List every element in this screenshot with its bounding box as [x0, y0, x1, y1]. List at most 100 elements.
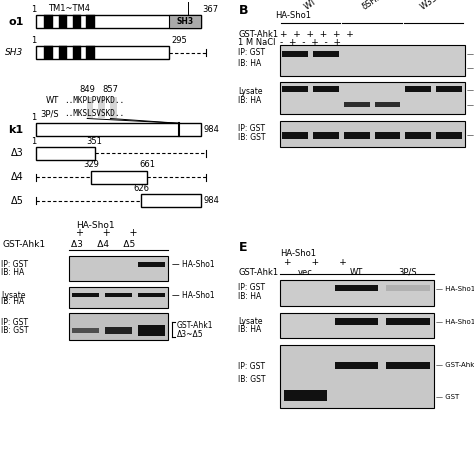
Text: 1: 1	[31, 36, 36, 45]
Text: Lysate: Lysate	[238, 317, 263, 326]
Text: vec: vec	[298, 268, 313, 277]
Text: k1: k1	[9, 125, 24, 135]
Bar	[36, 15, 201, 28]
Text: 329: 329	[83, 161, 99, 169]
Text: IP: GST: IP: GST	[238, 362, 265, 371]
Bar	[405, 86, 431, 92]
Bar	[335, 363, 378, 369]
Bar	[436, 86, 462, 92]
Text: SH3: SH3	[177, 18, 194, 27]
Bar	[313, 86, 339, 92]
Bar	[284, 390, 327, 401]
Bar	[36, 147, 95, 160]
Text: W338F: W338F	[173, 0, 203, 1]
Text: δSH3: δSH3	[360, 0, 384, 12]
Bar	[386, 363, 429, 369]
Text: IB: GST: IB: GST	[238, 375, 266, 384]
Text: 857: 857	[102, 85, 118, 94]
Text: — HA-Sho1Δ: — HA-Sho1Δ	[467, 65, 474, 71]
Bar	[280, 82, 465, 114]
Text: IP: GST: IP: GST	[238, 48, 265, 57]
Text: ..MKSLSVSKD..: ..MKSLSVSKD..	[64, 109, 124, 118]
Text: B: B	[239, 3, 249, 17]
Bar	[280, 313, 434, 337]
Bar	[69, 287, 168, 308]
Bar	[36, 123, 201, 137]
Text: W338F: W338F	[419, 0, 448, 12]
Text: Lysate: Lysate	[1, 291, 26, 300]
Bar	[36, 46, 169, 59]
Text: WT: WT	[302, 0, 319, 12]
Bar	[436, 132, 462, 139]
Text: Δ3: Δ3	[11, 148, 24, 158]
Text: ..MKPLPVPKD..: ..MKPLPVPKD..	[64, 96, 124, 105]
Text: 984: 984	[203, 125, 219, 134]
Bar	[141, 194, 201, 207]
Bar	[73, 15, 81, 28]
Bar	[374, 101, 401, 108]
Text: +      +      +: + + +	[76, 228, 137, 237]
Text: IB: HA: IB: HA	[238, 292, 262, 301]
Text: IP: GST: IP: GST	[1, 260, 28, 269]
Text: -  +  -  +  -  +: - + - + - +	[280, 38, 341, 47]
Bar	[44, 15, 53, 28]
Text: IB: GST: IB: GST	[1, 326, 29, 335]
Text: IB: HA: IB: HA	[1, 297, 25, 306]
Text: 1 M NaCl: 1 M NaCl	[238, 38, 276, 47]
Text: 661: 661	[139, 161, 155, 169]
Text: 1: 1	[31, 5, 36, 14]
Bar	[72, 328, 99, 333]
Text: — GST-Ahk1: — GST-Ahk1	[436, 362, 474, 368]
Bar	[105, 327, 132, 334]
Text: GST-Ahk1: GST-Ahk1	[2, 240, 46, 249]
Text: GST-Ahk1: GST-Ahk1	[238, 268, 278, 277]
Bar	[405, 132, 431, 139]
Text: o1: o1	[9, 17, 24, 27]
Text: Δ5: Δ5	[11, 196, 24, 206]
Text: Δ3     Δ4     Δ5: Δ3 Δ4 Δ5	[71, 240, 136, 249]
Bar	[44, 46, 53, 59]
Bar	[69, 256, 168, 281]
Text: IB: HA: IB: HA	[238, 325, 262, 334]
Bar	[344, 101, 370, 108]
Text: — HA-Sho1: — HA-Sho1	[467, 87, 474, 93]
Bar	[99, 97, 105, 118]
Bar	[59, 15, 67, 28]
Bar	[313, 132, 339, 139]
Bar	[91, 171, 147, 183]
Text: HA-Sho1: HA-Sho1	[275, 10, 311, 19]
Text: 351: 351	[87, 137, 103, 146]
Bar	[335, 319, 378, 325]
Bar	[72, 293, 99, 298]
Bar	[138, 325, 165, 336]
Text: 3P/S: 3P/S	[399, 268, 417, 277]
Text: WT: WT	[46, 96, 59, 105]
Bar	[138, 262, 165, 267]
Bar	[280, 345, 434, 408]
Text: 367: 367	[203, 5, 219, 14]
Bar	[138, 293, 165, 298]
Text: SH3: SH3	[5, 48, 24, 57]
Text: IB: HA: IB: HA	[238, 59, 262, 68]
Text: Lysate: Lysate	[238, 87, 263, 96]
Text: GST-Ahk1: GST-Ahk1	[238, 30, 278, 38]
Text: — HA-Sho1: — HA-Sho1	[436, 286, 474, 292]
Bar	[59, 46, 67, 59]
Bar	[73, 46, 81, 59]
Text: — HA-Sho1: — HA-Sho1	[467, 51, 474, 57]
Text: — HA-Sho1Δ: — HA-Sho1Δ	[467, 102, 474, 108]
Text: Δ4: Δ4	[11, 172, 24, 182]
Bar	[280, 45, 465, 76]
Text: IB: HA: IB: HA	[238, 97, 262, 105]
Bar	[386, 319, 429, 325]
Bar	[282, 86, 308, 92]
Bar	[69, 313, 168, 340]
Text: 1: 1	[31, 137, 36, 146]
Text: 626: 626	[133, 184, 149, 193]
Text: — GST: — GST	[436, 394, 459, 400]
Text: TM1~TM4: TM1~TM4	[48, 4, 91, 13]
Text: +       +       +: + + +	[284, 258, 347, 267]
Bar	[335, 285, 378, 292]
Text: — GST-Ahk1: — GST-Ahk1	[467, 132, 474, 138]
Text: E: E	[239, 241, 248, 254]
